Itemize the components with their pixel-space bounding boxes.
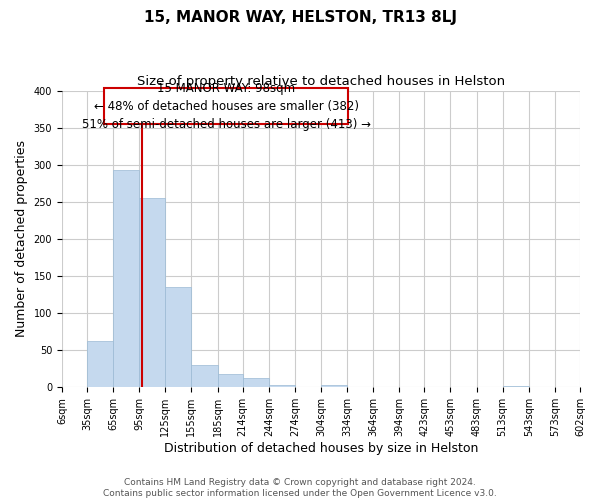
Bar: [269, 385, 295, 388]
Bar: [87, 342, 113, 388]
Bar: [503, 386, 529, 388]
Bar: [243, 378, 269, 388]
Bar: [166, 287, 191, 388]
Bar: [139, 198, 166, 388]
Bar: [113, 170, 139, 388]
FancyBboxPatch shape: [104, 88, 348, 124]
Text: 15, MANOR WAY, HELSTON, TR13 8LJ: 15, MANOR WAY, HELSTON, TR13 8LJ: [143, 10, 457, 25]
X-axis label: Distribution of detached houses by size in Helston: Distribution of detached houses by size …: [164, 442, 478, 455]
Title: Size of property relative to detached houses in Helston: Size of property relative to detached ho…: [137, 75, 505, 88]
Bar: [191, 365, 218, 388]
Bar: [321, 385, 347, 388]
Text: 15 MANOR WAY: 98sqm
← 48% of detached houses are smaller (382)
51% of semi-detac: 15 MANOR WAY: 98sqm ← 48% of detached ho…: [82, 82, 371, 130]
Text: Contains HM Land Registry data © Crown copyright and database right 2024.
Contai: Contains HM Land Registry data © Crown c…: [103, 478, 497, 498]
Y-axis label: Number of detached properties: Number of detached properties: [15, 140, 28, 338]
Bar: [218, 374, 243, 388]
